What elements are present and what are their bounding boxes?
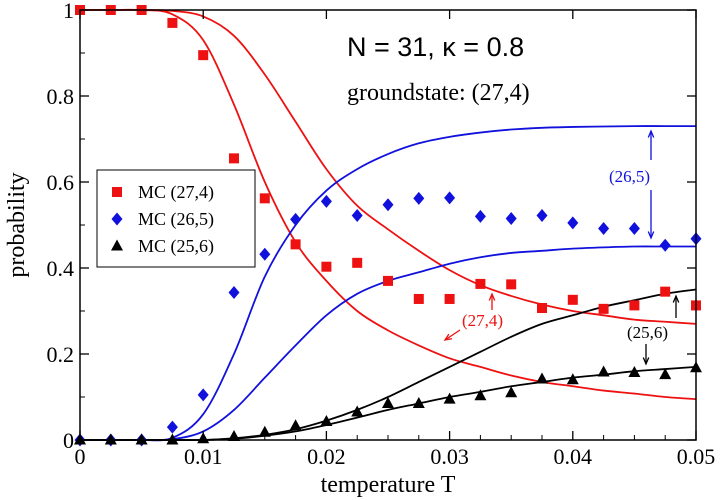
theory-27-4-upper [79, 9, 697, 325]
marker-diamond [567, 216, 579, 230]
marker-triangle [382, 396, 394, 408]
mc-markers [74, 5, 702, 447]
legend: MC (27,4) MC (26,5) MC (25,6) [96, 169, 256, 268]
marker-square [352, 257, 363, 268]
marker-diamond [320, 194, 332, 208]
legend-box [96, 169, 256, 268]
marker-diamond [290, 212, 302, 226]
legend-marker-diamond [111, 212, 123, 226]
marker-diamond [598, 221, 610, 235]
marker-diamond [351, 209, 363, 223]
marker-triangle [320, 415, 333, 427]
marker-triangle [505, 386, 518, 398]
annotation-26-5: (26,5) [609, 167, 650, 186]
chart-title-line1: N = 31, κ = 0.8 [347, 32, 524, 62]
marker-diamond [505, 212, 517, 226]
marker-square [506, 279, 517, 290]
annotation-27-4: (27,4) [462, 311, 503, 330]
marker-diamond [444, 191, 456, 205]
theory-27-4-lower [79, 8, 697, 401]
marker-triangle [351, 405, 364, 417]
x-tick-label: 0.05 [677, 444, 716, 469]
marker-diamond [197, 388, 209, 402]
marker-diamond [228, 286, 240, 300]
y-tick-label: 0.2 [47, 342, 75, 367]
theory-26-5-upper [80, 125, 696, 442]
arrow-27-4-down [443, 329, 461, 341]
marker-diamond [259, 247, 271, 261]
marker-square [259, 193, 270, 204]
marker-triangle [474, 389, 487, 401]
marker-square [567, 294, 578, 305]
annotations: (26,5) (27,4) (25,6) [443, 129, 680, 366]
x-axis-label: temperature T [321, 472, 456, 498]
legend-label: MC (26,5) [138, 209, 214, 230]
legend-label: MC (27,4) [138, 182, 214, 203]
marker-triangle [566, 373, 579, 385]
x-tick-label: 0.02 [307, 444, 346, 469]
marker-square [660, 286, 671, 297]
marker-diamond [628, 221, 640, 235]
arrow-26-5-down [647, 190, 655, 240]
marker-square [598, 303, 609, 314]
annotation-arrows [443, 129, 680, 366]
y-tick-label: 0.8 [47, 84, 75, 109]
y-tick-label: 0 [63, 428, 74, 453]
x-tick-label: 0.03 [430, 444, 469, 469]
marker-square [475, 278, 486, 289]
x-tick-label: 0.01 [184, 444, 223, 469]
marker-square [444, 293, 455, 304]
marker-diamond [413, 191, 425, 205]
legend-marker-triangle [111, 239, 123, 251]
marker-triangle [628, 365, 641, 377]
marker-square [229, 153, 239, 164]
marker-square [321, 261, 332, 272]
x-tick-label: 0.04 [554, 444, 593, 469]
marker-square [629, 300, 640, 311]
x-tick-label: 0 [75, 444, 86, 469]
theory-26-5-lower [80, 245, 696, 441]
marker-square [167, 17, 178, 28]
marker-square [198, 50, 209, 61]
marker-triangle [443, 392, 456, 404]
marker-square [383, 275, 393, 286]
axis-ticks: 0 0.01 0.02 0.03 0.04 0.05 0 0.2 0.4 0.6 0.8 1 [47, 0, 716, 469]
y-axis-label: probability [4, 172, 30, 277]
arrow-27-4-up [488, 292, 496, 310]
marker-diamond [474, 209, 486, 223]
marker-triangle [536, 372, 548, 384]
y-tick-label: 1 [63, 0, 74, 23]
arrow-26-5-up [647, 129, 655, 160]
marker-triangle [412, 396, 425, 408]
arrow-25-6-up [672, 294, 680, 318]
y-tick-label: 0.4 [47, 256, 75, 281]
marker-square [413, 293, 424, 304]
legend-marker-square [112, 187, 122, 197]
chart-title-line2: groundstate: (27,4) [347, 80, 530, 106]
legend-label: MC (25,6) [138, 236, 214, 257]
marker-triangle [289, 419, 302, 431]
arrow-25-6-down [642, 344, 650, 366]
marker-diamond [166, 420, 178, 434]
marker-triangle [659, 368, 672, 380]
marker-triangle [597, 365, 610, 377]
marker-diamond [382, 198, 394, 212]
marker-triangle [258, 425, 271, 437]
marker-square [537, 302, 547, 313]
marker-diamond [659, 238, 671, 252]
annotation-25-6: (25,6) [627, 323, 668, 342]
marker-diamond [536, 209, 548, 223]
marker-square [290, 239, 301, 250]
y-tick-label: 0.6 [47, 170, 75, 195]
